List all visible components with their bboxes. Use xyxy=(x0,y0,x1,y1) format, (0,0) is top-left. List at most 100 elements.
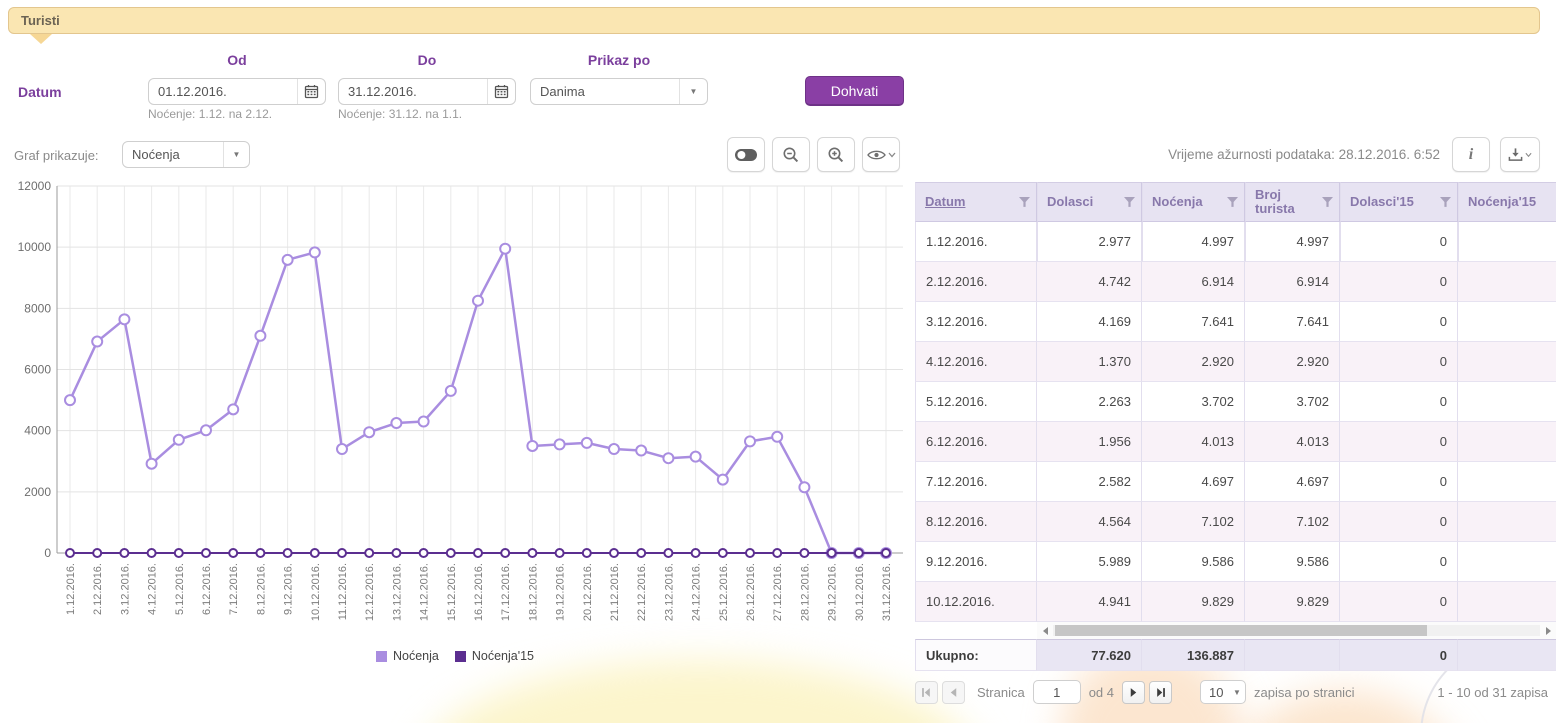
chart-marker[interactable] xyxy=(610,549,618,557)
chart-marker[interactable] xyxy=(229,549,237,557)
last-page-button[interactable] xyxy=(1149,681,1172,704)
chart-marker[interactable] xyxy=(391,418,401,428)
chart-marker[interactable] xyxy=(420,549,428,557)
chart-marker[interactable] xyxy=(201,425,211,435)
chart-marker[interactable] xyxy=(147,459,157,469)
chart-marker[interactable] xyxy=(447,549,455,557)
chart-marker[interactable] xyxy=(310,247,320,257)
chart-marker[interactable] xyxy=(746,549,754,557)
chart-marker[interactable] xyxy=(202,549,210,557)
chart-zoom-out-button[interactable] xyxy=(772,137,810,172)
chart-marker[interactable] xyxy=(745,436,755,446)
filter-icon[interactable] xyxy=(1322,197,1333,208)
filter-icon[interactable] xyxy=(1440,197,1451,208)
page-number-input[interactable]: 1 xyxy=(1033,680,1081,704)
chart-marker[interactable] xyxy=(337,444,347,454)
chart-marker[interactable] xyxy=(555,439,565,449)
chart-marker[interactable] xyxy=(691,452,701,462)
chart-marker[interactable] xyxy=(882,549,890,557)
prikaz-po-dropdown-button[interactable]: ▼ xyxy=(679,79,707,104)
chart-marker[interactable] xyxy=(174,435,184,445)
chart-marker[interactable] xyxy=(148,549,156,557)
scroll-right-button[interactable] xyxy=(1540,622,1556,639)
chart-marker[interactable] xyxy=(119,314,129,324)
chart-marker[interactable] xyxy=(500,244,510,254)
page-size-select[interactable]: 10 ▼ xyxy=(1200,680,1246,704)
chart-series-visibility-button[interactable] xyxy=(862,137,900,172)
chart-marker[interactable] xyxy=(636,446,646,456)
table-row[interactable]: 9.12.2016.5.9899.5869.5860 xyxy=(915,542,1556,582)
chart-marker[interactable] xyxy=(637,549,645,557)
chart-marker[interactable] xyxy=(392,549,400,557)
chart-toggle-button[interactable] xyxy=(727,137,765,172)
column-header-nocenja[interactable]: Noćenja xyxy=(1142,182,1245,222)
chart-marker[interactable] xyxy=(255,331,265,341)
column-header-broj-turista[interactable]: Broj turista xyxy=(1245,182,1340,222)
table-row[interactable]: 5.12.2016.2.2633.7023.7020 xyxy=(915,382,1556,422)
chart-marker[interactable] xyxy=(582,438,592,448)
scroll-left-button[interactable] xyxy=(1037,622,1053,639)
column-header-label[interactable]: Datum xyxy=(925,195,965,209)
column-header-label[interactable]: Noćenja xyxy=(1152,195,1203,209)
legend-item[interactable]: Noćenja xyxy=(376,649,439,663)
column-header-nocenja15[interactable]: Noćenja'15 xyxy=(1458,182,1556,222)
chart-marker[interactable] xyxy=(473,296,483,306)
table-row[interactable]: 10.12.2016.4.9419.8299.8290 xyxy=(915,582,1556,622)
chart-marker[interactable] xyxy=(501,549,509,557)
filter-icon[interactable] xyxy=(1227,197,1238,208)
table-row[interactable]: 3.12.2016.4.1697.6417.6410 xyxy=(915,302,1556,342)
chart-marker[interactable] xyxy=(419,416,429,426)
next-page-button[interactable] xyxy=(1122,681,1145,704)
chart-marker[interactable] xyxy=(799,482,809,492)
chart-marker[interactable] xyxy=(256,549,264,557)
chart-marker[interactable] xyxy=(583,549,591,557)
scrollbar-track[interactable] xyxy=(1053,625,1540,636)
column-header-label[interactable]: Broj turista xyxy=(1255,188,1318,217)
chart-marker[interactable] xyxy=(93,549,101,557)
date-from-input[interactable]: 01.12.2016. xyxy=(148,78,326,105)
chart-marker[interactable] xyxy=(120,549,128,557)
chart-marker[interactable] xyxy=(228,404,238,414)
column-header-label[interactable]: Dolasci xyxy=(1047,195,1093,209)
table-row[interactable]: 4.12.2016.1.3702.9202.9200 xyxy=(915,342,1556,382)
chart-marker[interactable] xyxy=(365,549,373,557)
column-header-label[interactable]: Dolasci'15 xyxy=(1350,195,1414,209)
chart-marker[interactable] xyxy=(364,427,374,437)
previous-page-button[interactable] xyxy=(942,681,965,704)
table-row[interactable]: 6.12.2016.1.9564.0134.0130 xyxy=(915,422,1556,462)
chart-marker[interactable] xyxy=(527,441,537,451)
graf-dropdown-button[interactable]: ▼ xyxy=(223,142,249,167)
info-button[interactable]: i xyxy=(1452,137,1490,172)
chart-marker[interactable] xyxy=(664,549,672,557)
date-to-input[interactable]: 31.12.2016. xyxy=(338,78,516,105)
column-header-dolasci[interactable]: Dolasci xyxy=(1037,182,1142,222)
filter-icon[interactable] xyxy=(1019,197,1030,208)
scrollbar-thumb[interactable] xyxy=(1055,625,1427,636)
chart-marker[interactable] xyxy=(446,386,456,396)
chart-zoom-in-button[interactable] xyxy=(817,137,855,172)
column-header-label[interactable]: Noćenja'15 xyxy=(1468,195,1536,209)
chart-marker[interactable] xyxy=(692,549,700,557)
legend-item[interactable]: Noćenja'15 xyxy=(455,649,534,663)
chart-marker[interactable] xyxy=(718,475,728,485)
table-row[interactable]: 2.12.2016.4.7426.9146.9140 xyxy=(915,262,1556,302)
download-button[interactable] xyxy=(1500,137,1540,172)
chart-marker[interactable] xyxy=(528,549,536,557)
chart-marker[interactable] xyxy=(283,255,293,265)
date-to-calendar-button[interactable] xyxy=(487,79,515,104)
chart-marker[interactable] xyxy=(855,549,863,557)
chart-marker[interactable] xyxy=(175,549,183,557)
chart-marker[interactable] xyxy=(556,549,564,557)
chart-marker[interactable] xyxy=(284,549,292,557)
graf-prikazuje-select[interactable]: Noćenja ▼ xyxy=(122,141,250,168)
date-from-calendar-button[interactable] xyxy=(297,79,325,104)
chart-marker[interactable] xyxy=(719,549,727,557)
filter-icon[interactable] xyxy=(1124,197,1135,208)
chart-marker[interactable] xyxy=(65,395,75,405)
column-header-dolasci15[interactable]: Dolasci'15 xyxy=(1340,182,1458,222)
chart-marker[interactable] xyxy=(311,549,319,557)
chart-marker[interactable] xyxy=(66,549,74,557)
section-tab-turisti[interactable]: Turisti xyxy=(8,7,1540,34)
dohvati-button[interactable]: Dohvati xyxy=(805,76,904,106)
chart-marker[interactable] xyxy=(609,444,619,454)
